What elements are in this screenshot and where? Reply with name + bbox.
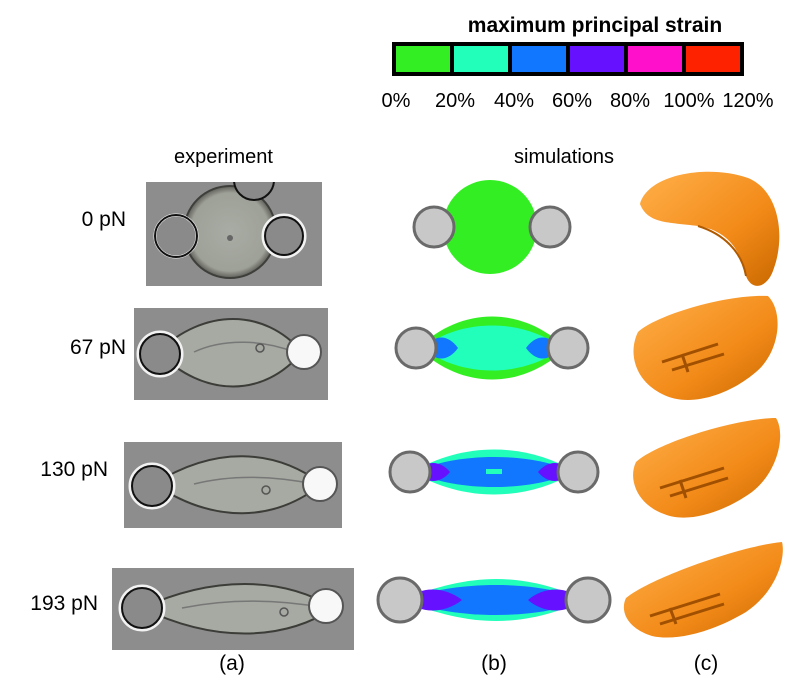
legend-title: maximum principal strain (467, 14, 723, 37)
simulations-header: simulations (514, 146, 615, 168)
force-label: 0 pN (81, 208, 126, 231)
colorbar-segment-100-120 (682, 46, 740, 72)
simulation-3d-67pN (633, 295, 778, 400)
simulation-2d-130pN (388, 449, 600, 495)
colorbar-segment-40-60 (508, 46, 566, 72)
colorbar-segment-20-40 (450, 46, 508, 72)
panel-label-c: (c) (693, 652, 719, 675)
panel-label-a: (a) (219, 652, 245, 675)
force-label: 193 pN (30, 592, 98, 615)
colorbar-tick-label: 80% (609, 90, 651, 112)
force-label: 67 pN (69, 336, 126, 359)
strain-colorbar (392, 42, 744, 76)
colorbar-tick-label: 40% (493, 90, 535, 112)
simulation-3d-193pN (623, 542, 783, 638)
experiment-image-193pN (112, 568, 354, 650)
simulation-3d-0pN (640, 171, 780, 286)
colorbar-tick-label: 120% (722, 90, 774, 112)
experiment-image-130pN (124, 442, 342, 528)
colorbar-segment-60-80 (566, 46, 624, 72)
colorbar-segment-80-100 (624, 46, 682, 72)
colorbar-segment-0-20 (396, 46, 450, 72)
simulation-3d-130pN (633, 418, 781, 518)
colorbar-tick-label: 0% (381, 90, 411, 112)
colorbar-tick-label: 60% (551, 90, 593, 112)
experiment-image-0pN (146, 182, 322, 286)
colorbar-tick-label: 100% (663, 90, 715, 112)
experiment-image-67pN (134, 308, 328, 400)
simulation-2d-193pN (376, 576, 612, 624)
simulation-2d-67pN (394, 316, 590, 380)
simulation-2d-0pN (412, 180, 572, 274)
experiment-header: experiment (174, 146, 273, 168)
colorbar-tick-label: 20% (434, 90, 476, 112)
panel-label-b: (b) (481, 652, 507, 675)
force-label: 130 pN (40, 458, 108, 481)
